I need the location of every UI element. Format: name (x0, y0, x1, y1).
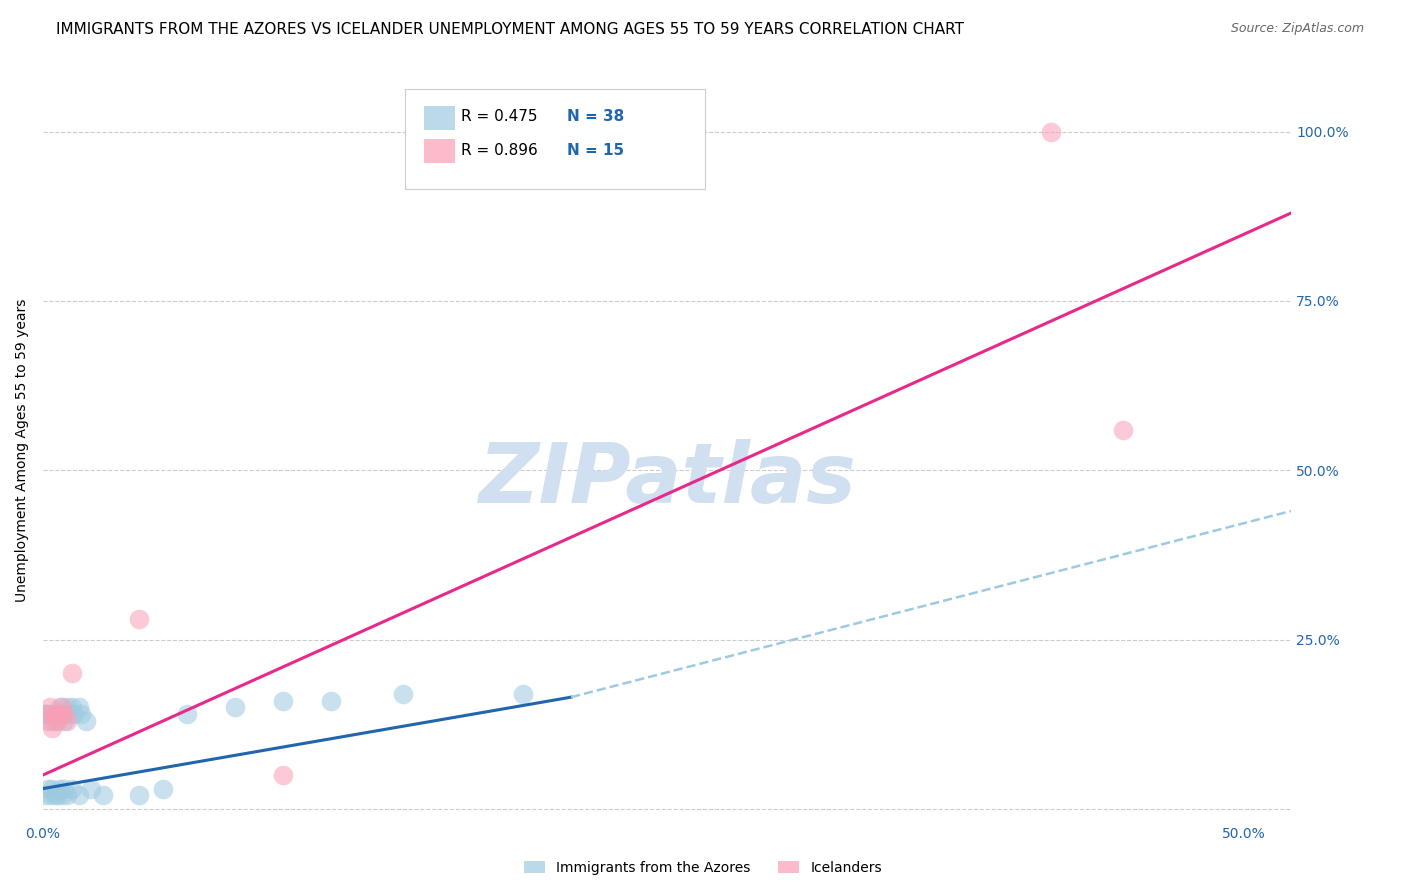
Text: R = 0.896: R = 0.896 (461, 143, 538, 158)
Point (176, 707, 198, 722)
Point (319, 693, 342, 707)
Point (60, 781, 83, 796)
Point (53, 707, 76, 722)
Point (56, 700, 79, 714)
Point (37, 707, 59, 722)
Point (67, 789, 90, 803)
Point (91, 789, 114, 803)
Bar (423, 106, 456, 129)
Point (46, 714, 69, 728)
Point (46, 789, 69, 803)
FancyBboxPatch shape (405, 88, 704, 189)
Point (80, 781, 103, 796)
Text: IMMIGRANTS FROM THE AZORES VS ICELANDER UNEMPLOYMENT AMONG AGES 55 TO 59 YEARS C: IMMIGRANTS FROM THE AZORES VS ICELANDER … (56, 22, 965, 37)
Point (392, 687, 415, 701)
Point (41, 781, 63, 796)
Point (128, 612, 150, 626)
Point (41, 714, 63, 728)
Point (44, 707, 66, 722)
Text: Source: ZipAtlas.com: Source: ZipAtlas.com (1230, 22, 1364, 36)
Point (224, 700, 246, 714)
Text: N = 38: N = 38 (567, 110, 624, 124)
Point (37, 781, 59, 796)
Point (75, 714, 97, 728)
Point (37, 714, 59, 728)
Point (152, 781, 174, 796)
Point (60, 666, 83, 681)
Point (70, 707, 93, 722)
Point (51, 707, 73, 722)
Point (34, 789, 56, 803)
Point (58, 707, 80, 722)
Y-axis label: Unemployment Among Ages 55 to 59 years: Unemployment Among Ages 55 to 59 years (15, 298, 30, 601)
Text: R = 0.475: R = 0.475 (461, 110, 537, 124)
Point (39, 700, 62, 714)
Point (51, 700, 73, 714)
Point (48, 700, 70, 714)
Point (60, 700, 83, 714)
Point (271, 693, 294, 707)
Point (44, 789, 66, 803)
Point (1040, 125, 1063, 139)
Point (34, 707, 56, 722)
Point (53, 714, 76, 728)
Point (46, 714, 69, 728)
Text: N = 15: N = 15 (567, 143, 624, 158)
Point (67, 700, 90, 714)
Legend: Immigrants from the Azores, Icelanders: Immigrants from the Azores, Icelanders (519, 855, 887, 880)
Point (271, 768, 294, 782)
Text: ZIPatlas: ZIPatlas (478, 439, 856, 520)
Point (53, 781, 76, 796)
Point (63, 707, 86, 722)
Point (39, 707, 62, 722)
Point (39, 789, 62, 803)
Point (56, 789, 79, 803)
Point (512, 687, 534, 701)
Point (44, 707, 66, 722)
Point (128, 789, 150, 803)
Bar (423, 139, 456, 163)
Point (48, 781, 70, 796)
Point (51, 789, 73, 803)
Point (34, 707, 56, 722)
Point (1112, 423, 1135, 437)
Point (56, 714, 79, 728)
Point (41, 721, 63, 735)
Point (48, 707, 70, 722)
